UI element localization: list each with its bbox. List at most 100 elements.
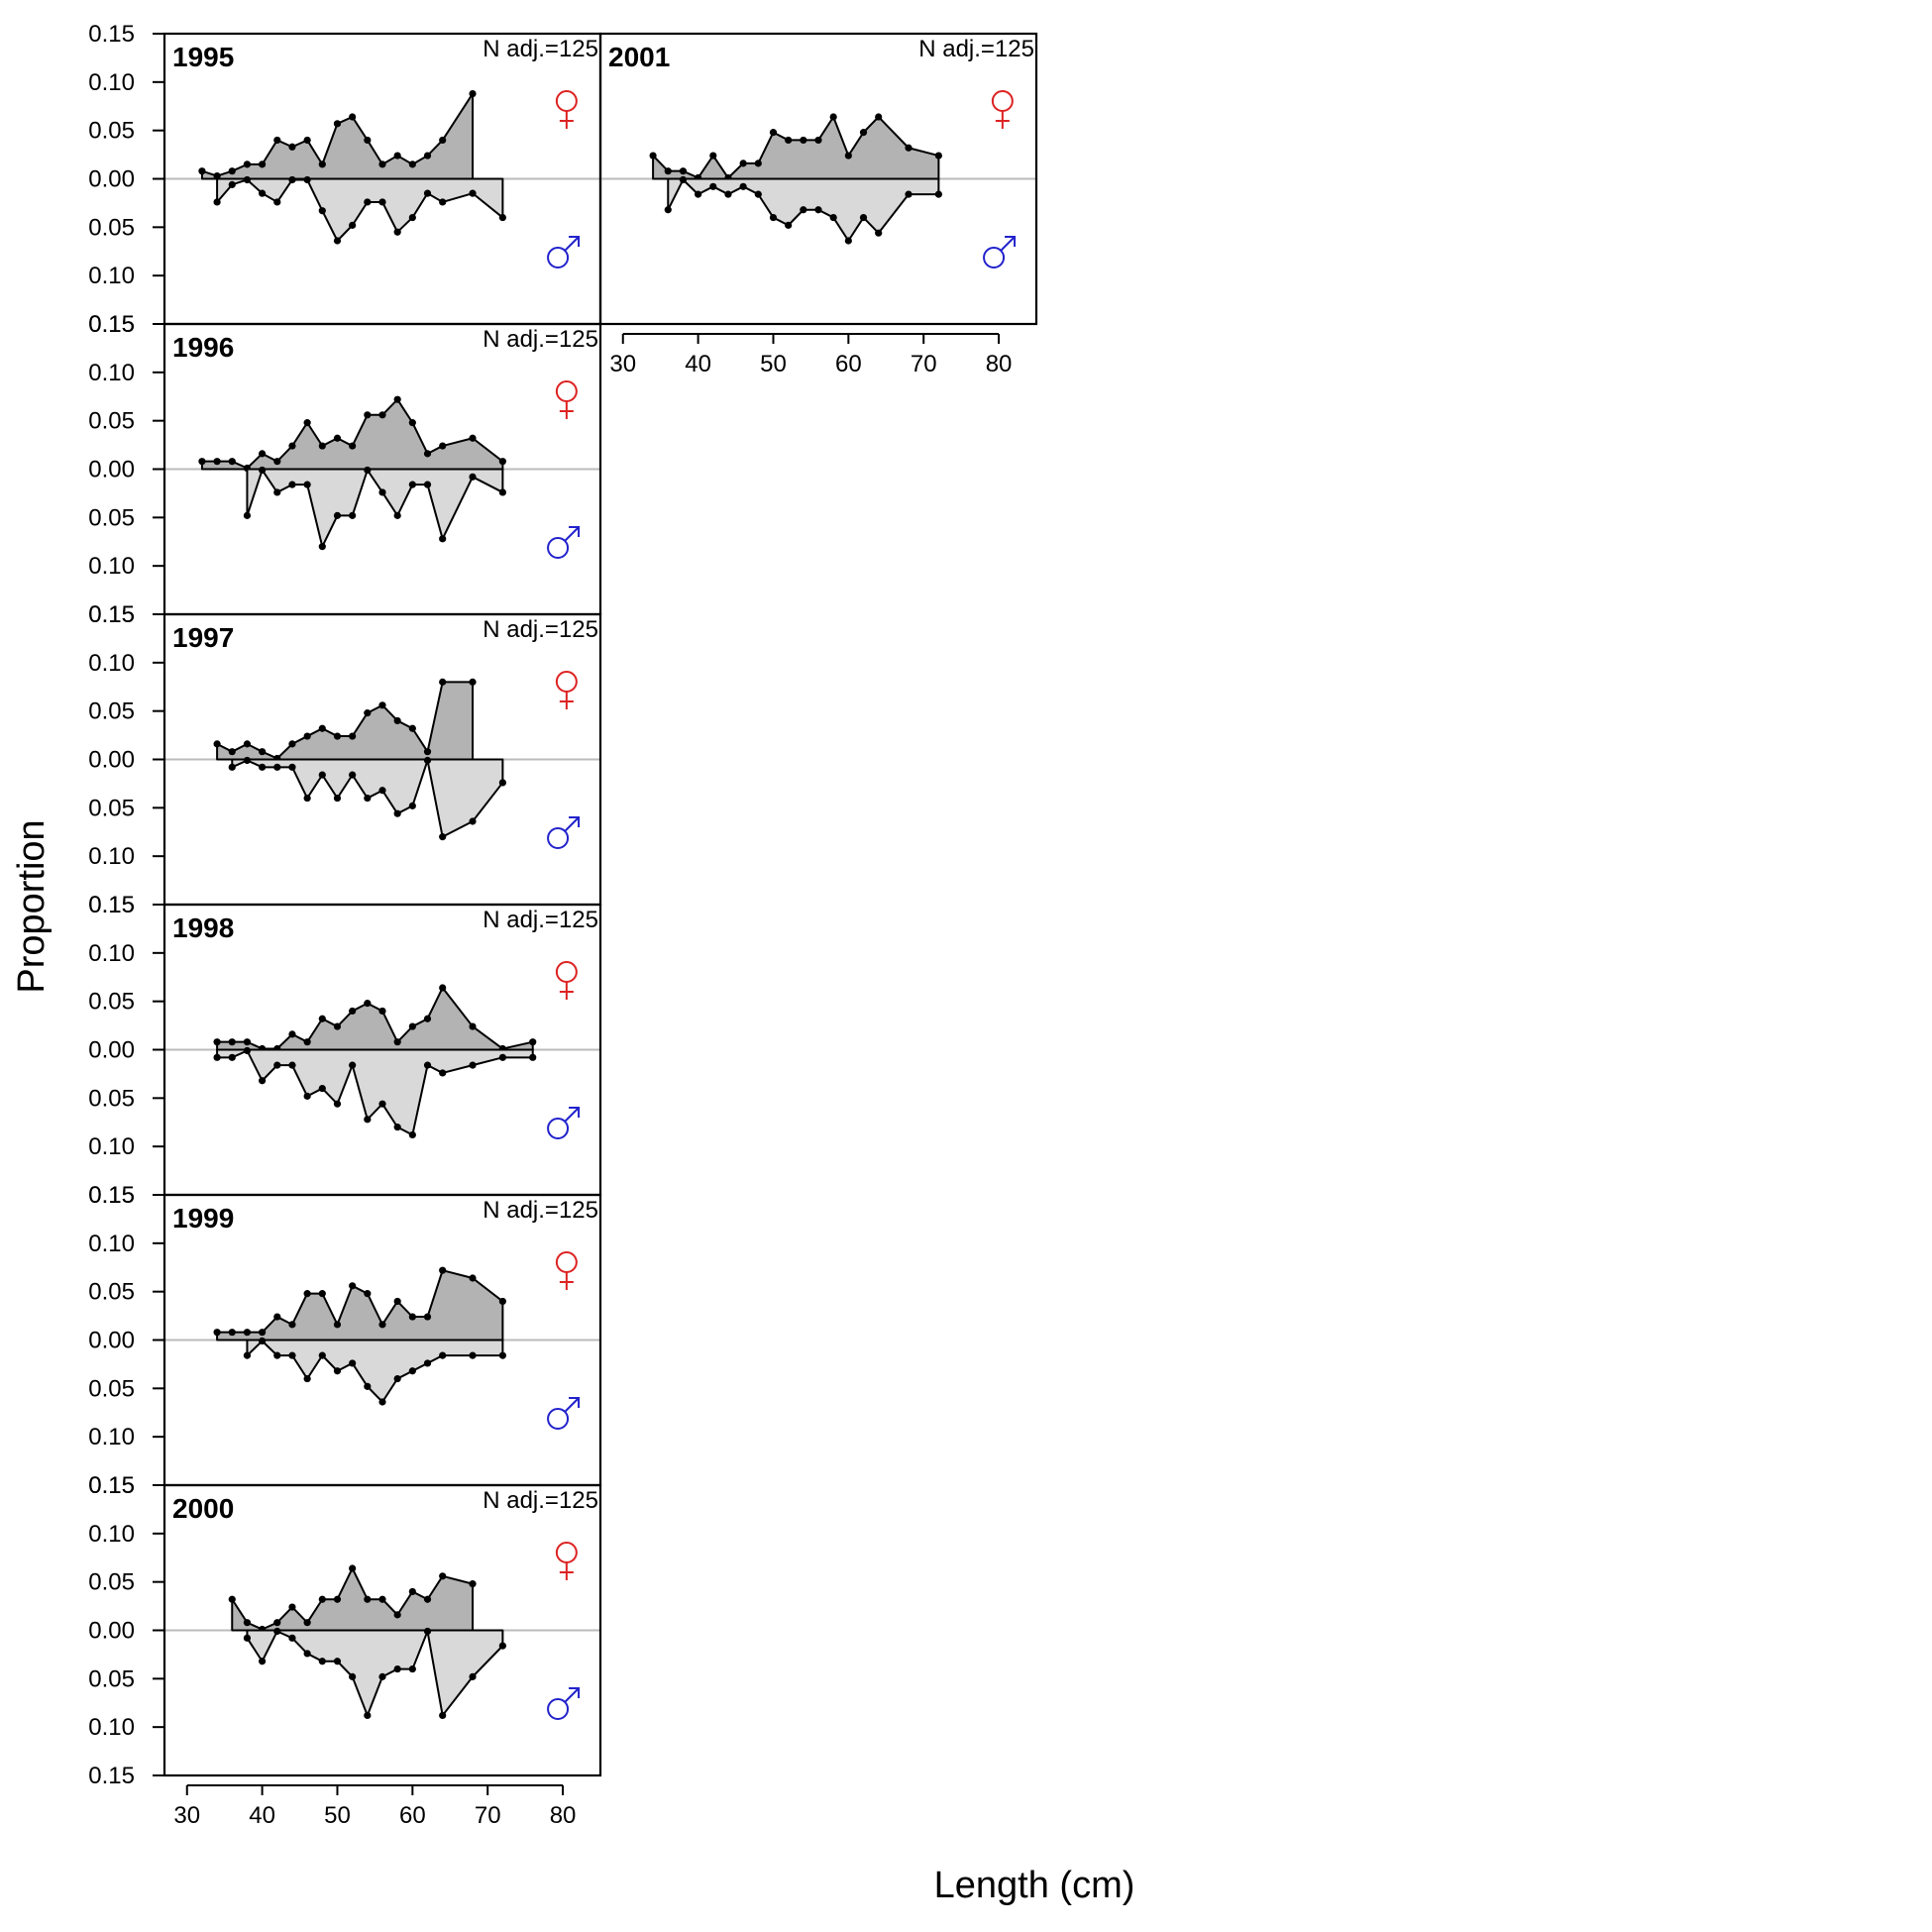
male-point [288, 175, 296, 184]
female-point [800, 136, 807, 145]
male-symbol-icon [983, 236, 1017, 268]
male-point [800, 206, 807, 214]
female-point [529, 1038, 537, 1046]
female-point [198, 167, 206, 175]
y-tick-label: 0.10 [88, 843, 135, 870]
male-point [303, 1650, 311, 1658]
female-point [469, 89, 477, 98]
male-point [408, 802, 416, 809]
female-point [844, 152, 852, 160]
x-tick-label: 50 [324, 1802, 351, 1829]
male-area [246, 1339, 504, 1404]
male-area [246, 468, 504, 548]
male-area [216, 1048, 534, 1136]
male-point [318, 543, 326, 551]
male-point [318, 1084, 326, 1093]
male-area [216, 177, 504, 243]
panel-year-label: 2000 [172, 1493, 234, 1524]
female-point [814, 136, 822, 145]
y-tick-label: 0.10 [88, 360, 135, 386]
female-point [243, 1329, 252, 1337]
female-point [349, 1564, 357, 1572]
female-point [349, 113, 357, 121]
x-tick-label: 70 [911, 351, 937, 377]
male-point [829, 213, 837, 222]
female-point [243, 1038, 252, 1046]
female-point [213, 1038, 221, 1046]
female-area [216, 681, 475, 761]
male-point [844, 237, 852, 245]
female-point [875, 113, 883, 121]
male-point [423, 756, 432, 765]
female-point [288, 1321, 296, 1329]
female-point [243, 161, 252, 168]
male-point [259, 1077, 267, 1085]
female-point [649, 152, 657, 160]
male-point [259, 189, 267, 197]
male-point [213, 1053, 221, 1061]
y-tick-label: 0.10 [88, 553, 135, 580]
female-point [423, 152, 432, 160]
male-point [288, 1351, 296, 1359]
female-point [393, 395, 401, 403]
male-point [213, 198, 221, 206]
male-point [423, 1627, 432, 1636]
female-point [469, 1580, 477, 1588]
male-point [364, 794, 372, 803]
female-point [318, 442, 326, 450]
male-point [228, 1053, 236, 1061]
y-tick-label: 0.15 [88, 1763, 135, 1789]
male-point [259, 466, 267, 475]
male-point [349, 221, 357, 229]
male-point [243, 1046, 252, 1055]
female-point [859, 129, 868, 137]
male-point [469, 473, 477, 481]
n-adj-label: N adj.=125 [483, 1197, 598, 1224]
male-point [349, 1672, 357, 1680]
panel-year-label: 1996 [172, 332, 234, 363]
female-point [408, 1313, 416, 1321]
male-point [664, 206, 672, 214]
male-point [498, 779, 506, 787]
male-point [273, 1061, 281, 1069]
panel-year-label: 1995 [172, 42, 234, 72]
x-tick-label: 60 [399, 1802, 426, 1829]
male-point [439, 1711, 447, 1720]
female-point [198, 458, 206, 466]
female-point [213, 171, 221, 180]
female-point [318, 161, 326, 168]
female-point [423, 1313, 432, 1321]
y-tick-label: 0.00 [88, 747, 135, 774]
male-point [333, 237, 342, 245]
y-tick-label: 0.05 [88, 118, 135, 145]
x-axis-title: Length (cm) [934, 1865, 1135, 1906]
x-tick-label: 40 [685, 351, 711, 377]
n-adj-label: N adj.=125 [483, 36, 598, 62]
female-symbol-icon [555, 90, 578, 129]
male-point [423, 481, 432, 488]
female-point [318, 1015, 326, 1022]
male-point [754, 190, 762, 198]
female-area [200, 398, 504, 471]
female-point [364, 1290, 372, 1298]
male-symbol-icon [547, 236, 581, 268]
male-point [934, 190, 942, 198]
female-point [318, 1290, 326, 1298]
male-point [393, 809, 401, 817]
female-point [228, 458, 236, 466]
male-point [364, 198, 372, 206]
male-point [439, 198, 447, 206]
male-point [498, 1053, 506, 1061]
male-point [243, 511, 252, 519]
male-area [246, 1629, 504, 1717]
female-point [333, 120, 342, 128]
female-point [349, 442, 357, 450]
y-tick-label: 0.15 [88, 1472, 135, 1499]
male-point [333, 1367, 342, 1375]
y-tick-label: 0.00 [88, 1037, 135, 1064]
male-point [393, 1374, 401, 1383]
y-tick-label: 0.10 [88, 650, 135, 677]
female-point [378, 1321, 386, 1329]
female-symbol-icon [555, 1542, 578, 1580]
